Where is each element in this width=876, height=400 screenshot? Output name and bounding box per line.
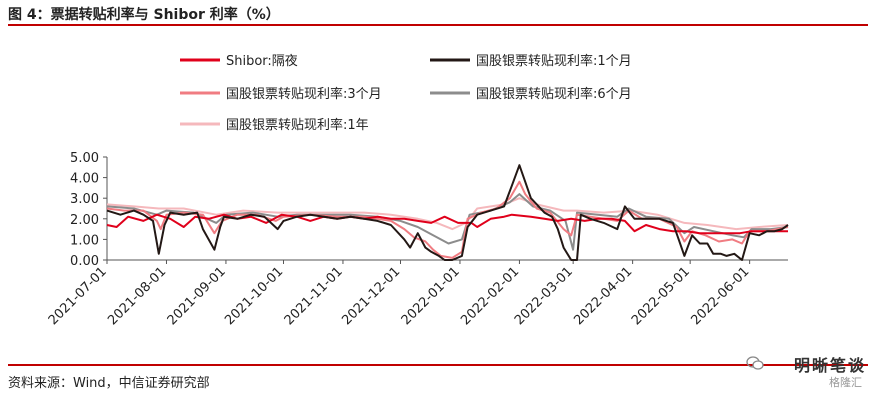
x-tick-label: 2022-05-01 bbox=[629, 264, 693, 328]
watermark: 明晰笔谈 格隆汇 bbox=[736, 352, 866, 396]
legend-label: 国股银票转贴现利率:6个月 bbox=[476, 86, 632, 102]
y-tick-label: 5.00 bbox=[70, 151, 99, 166]
x-tick-label: 2022-06-01 bbox=[688, 264, 752, 328]
legend-label: 国股银票转贴现利率:1年 bbox=[226, 117, 369, 133]
x-tick-label: 2022-04-01 bbox=[571, 264, 635, 328]
y-axis: 5.00 4.00 3.00 2.00 1.00 0.00 bbox=[70, 151, 108, 269]
legend-label: 国股银票转贴现利率:1个月 bbox=[476, 53, 632, 69]
y-tick-label: 3.00 bbox=[70, 192, 99, 207]
series-line-2 bbox=[106, 164, 789, 261]
y-tick-label: 2.00 bbox=[70, 213, 99, 228]
y-tick-label: 1.00 bbox=[70, 233, 99, 248]
title-rule bbox=[8, 24, 868, 26]
plot-series bbox=[106, 164, 789, 261]
x-tick-label: 2022-01-01 bbox=[399, 264, 463, 328]
x-tick-label: 2021-11-01 bbox=[282, 264, 346, 328]
x-tick-label: 2021-10-01 bbox=[222, 264, 286, 328]
watermark-name: 明晰笔谈 bbox=[793, 356, 866, 375]
watermark-logo: 格隆汇 bbox=[829, 376, 862, 389]
x-tick-label: 2021-12-01 bbox=[339, 264, 403, 328]
y-tick-label: 0.00 bbox=[70, 254, 99, 269]
figure-title: 图 4：票据转贴利率与 Shibor 利率（%） bbox=[8, 7, 280, 23]
bottom-rule bbox=[8, 364, 868, 366]
source-note: 资料来源：Wind，中信证券研究部 bbox=[8, 376, 210, 391]
legend-label: Shibor:隔夜 bbox=[226, 54, 298, 69]
x-tick-label: 2021-09-01 bbox=[165, 264, 229, 328]
x-tick-label: 2021-08-01 bbox=[105, 264, 169, 328]
x-tick-label: 2021-07-01 bbox=[46, 264, 110, 328]
series-line-1 bbox=[106, 213, 788, 235]
x-tick-label: 2022-03-01 bbox=[512, 264, 576, 328]
legend-label: 国股银票转贴现利率:3个月 bbox=[226, 86, 382, 102]
x-axis: 2021-07-012021-08-012021-09-012021-10-01… bbox=[46, 259, 788, 328]
wechat-icon bbox=[746, 356, 764, 370]
y-tick-label: 4.00 bbox=[70, 172, 99, 187]
series-line-3 bbox=[106, 180, 789, 259]
